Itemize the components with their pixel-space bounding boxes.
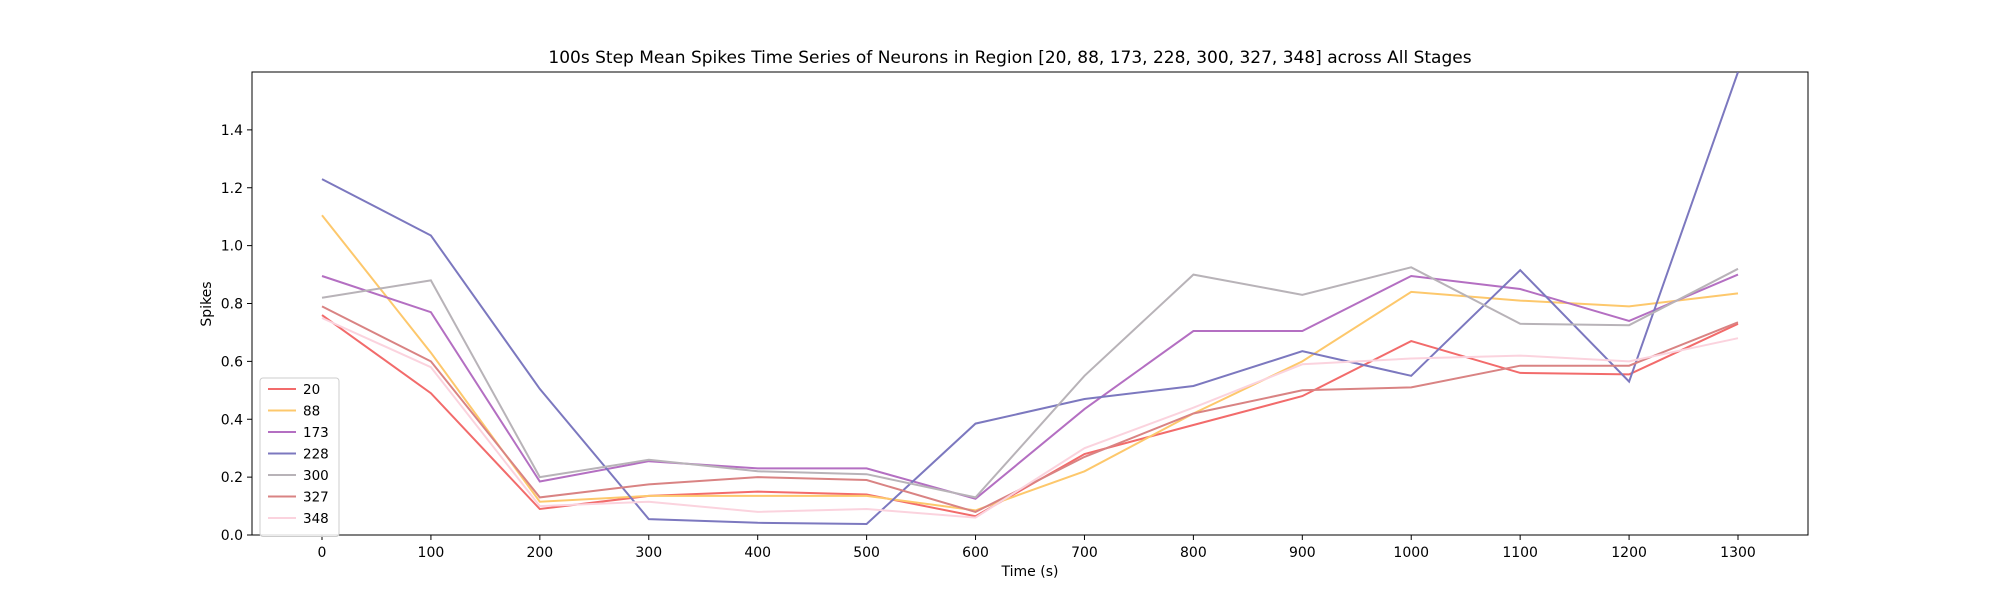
x-tick-label: 1200	[1611, 545, 1647, 561]
series-layer	[321, 72, 1739, 526]
y-tick-label: 0.0	[221, 528, 243, 544]
legend: 20 88 173 228 300 327 348	[259, 377, 340, 537]
y-tick-label: 1.4	[221, 123, 243, 139]
legend-label: 300	[303, 468, 329, 484]
x-tick-label: 600	[962, 545, 989, 561]
x-tick-label: 900	[1289, 545, 1316, 561]
legend-label: 173	[303, 425, 329, 441]
series-line-88	[321, 214, 1739, 512]
x-tick-label: 200	[526, 545, 553, 561]
y-tick-label: 1.0	[221, 239, 243, 255]
legend-label: 20	[303, 382, 320, 398]
plot-frame	[251, 71, 1809, 536]
series-line-300	[321, 266, 1739, 499]
x-axis-label: Time (s)	[1001, 564, 1059, 580]
y-tick-label: 1.2	[221, 181, 243, 197]
legend-label: 228	[303, 447, 329, 463]
x-tick-label: 400	[744, 545, 771, 561]
y-tick-label: 0.6	[221, 354, 243, 370]
x-tick-label: 700	[1071, 545, 1098, 561]
chart-title: 100s Step Mean Spikes Time Series of Neu…	[548, 48, 1471, 68]
x-tick-label: 0	[318, 545, 327, 561]
x-axis: 0 100 200 300 400 500 600 700 800 900 1000 1100 1200…	[318, 535, 1756, 561]
series-line-228	[321, 72, 1739, 526]
x-tick-label: 500	[853, 545, 880, 561]
legend-label: 327	[303, 490, 329, 506]
y-axis: 0.0 0.2 0.4 0.6 0.8 1.0 1.2 1.4	[221, 123, 252, 544]
y-tick-label: 0.2	[221, 470, 243, 486]
y-tick-label: 0.8	[221, 297, 243, 313]
series-line-327	[321, 305, 1739, 513]
y-tick-label: 0.4	[221, 412, 243, 428]
legend-label: 348	[303, 511, 329, 527]
x-tick-label: 100	[418, 545, 445, 561]
y-axis-label: Spikes	[199, 281, 215, 326]
series-line-348	[321, 317, 1739, 519]
legend-label: 88	[303, 404, 320, 420]
x-tick-label: 1000	[1393, 545, 1429, 561]
x-tick-label: 800	[1180, 545, 1207, 561]
x-tick-label: 300	[635, 545, 662, 561]
x-tick-label: 1100	[1502, 545, 1538, 561]
x-tick-label: 1300	[1720, 545, 1756, 561]
